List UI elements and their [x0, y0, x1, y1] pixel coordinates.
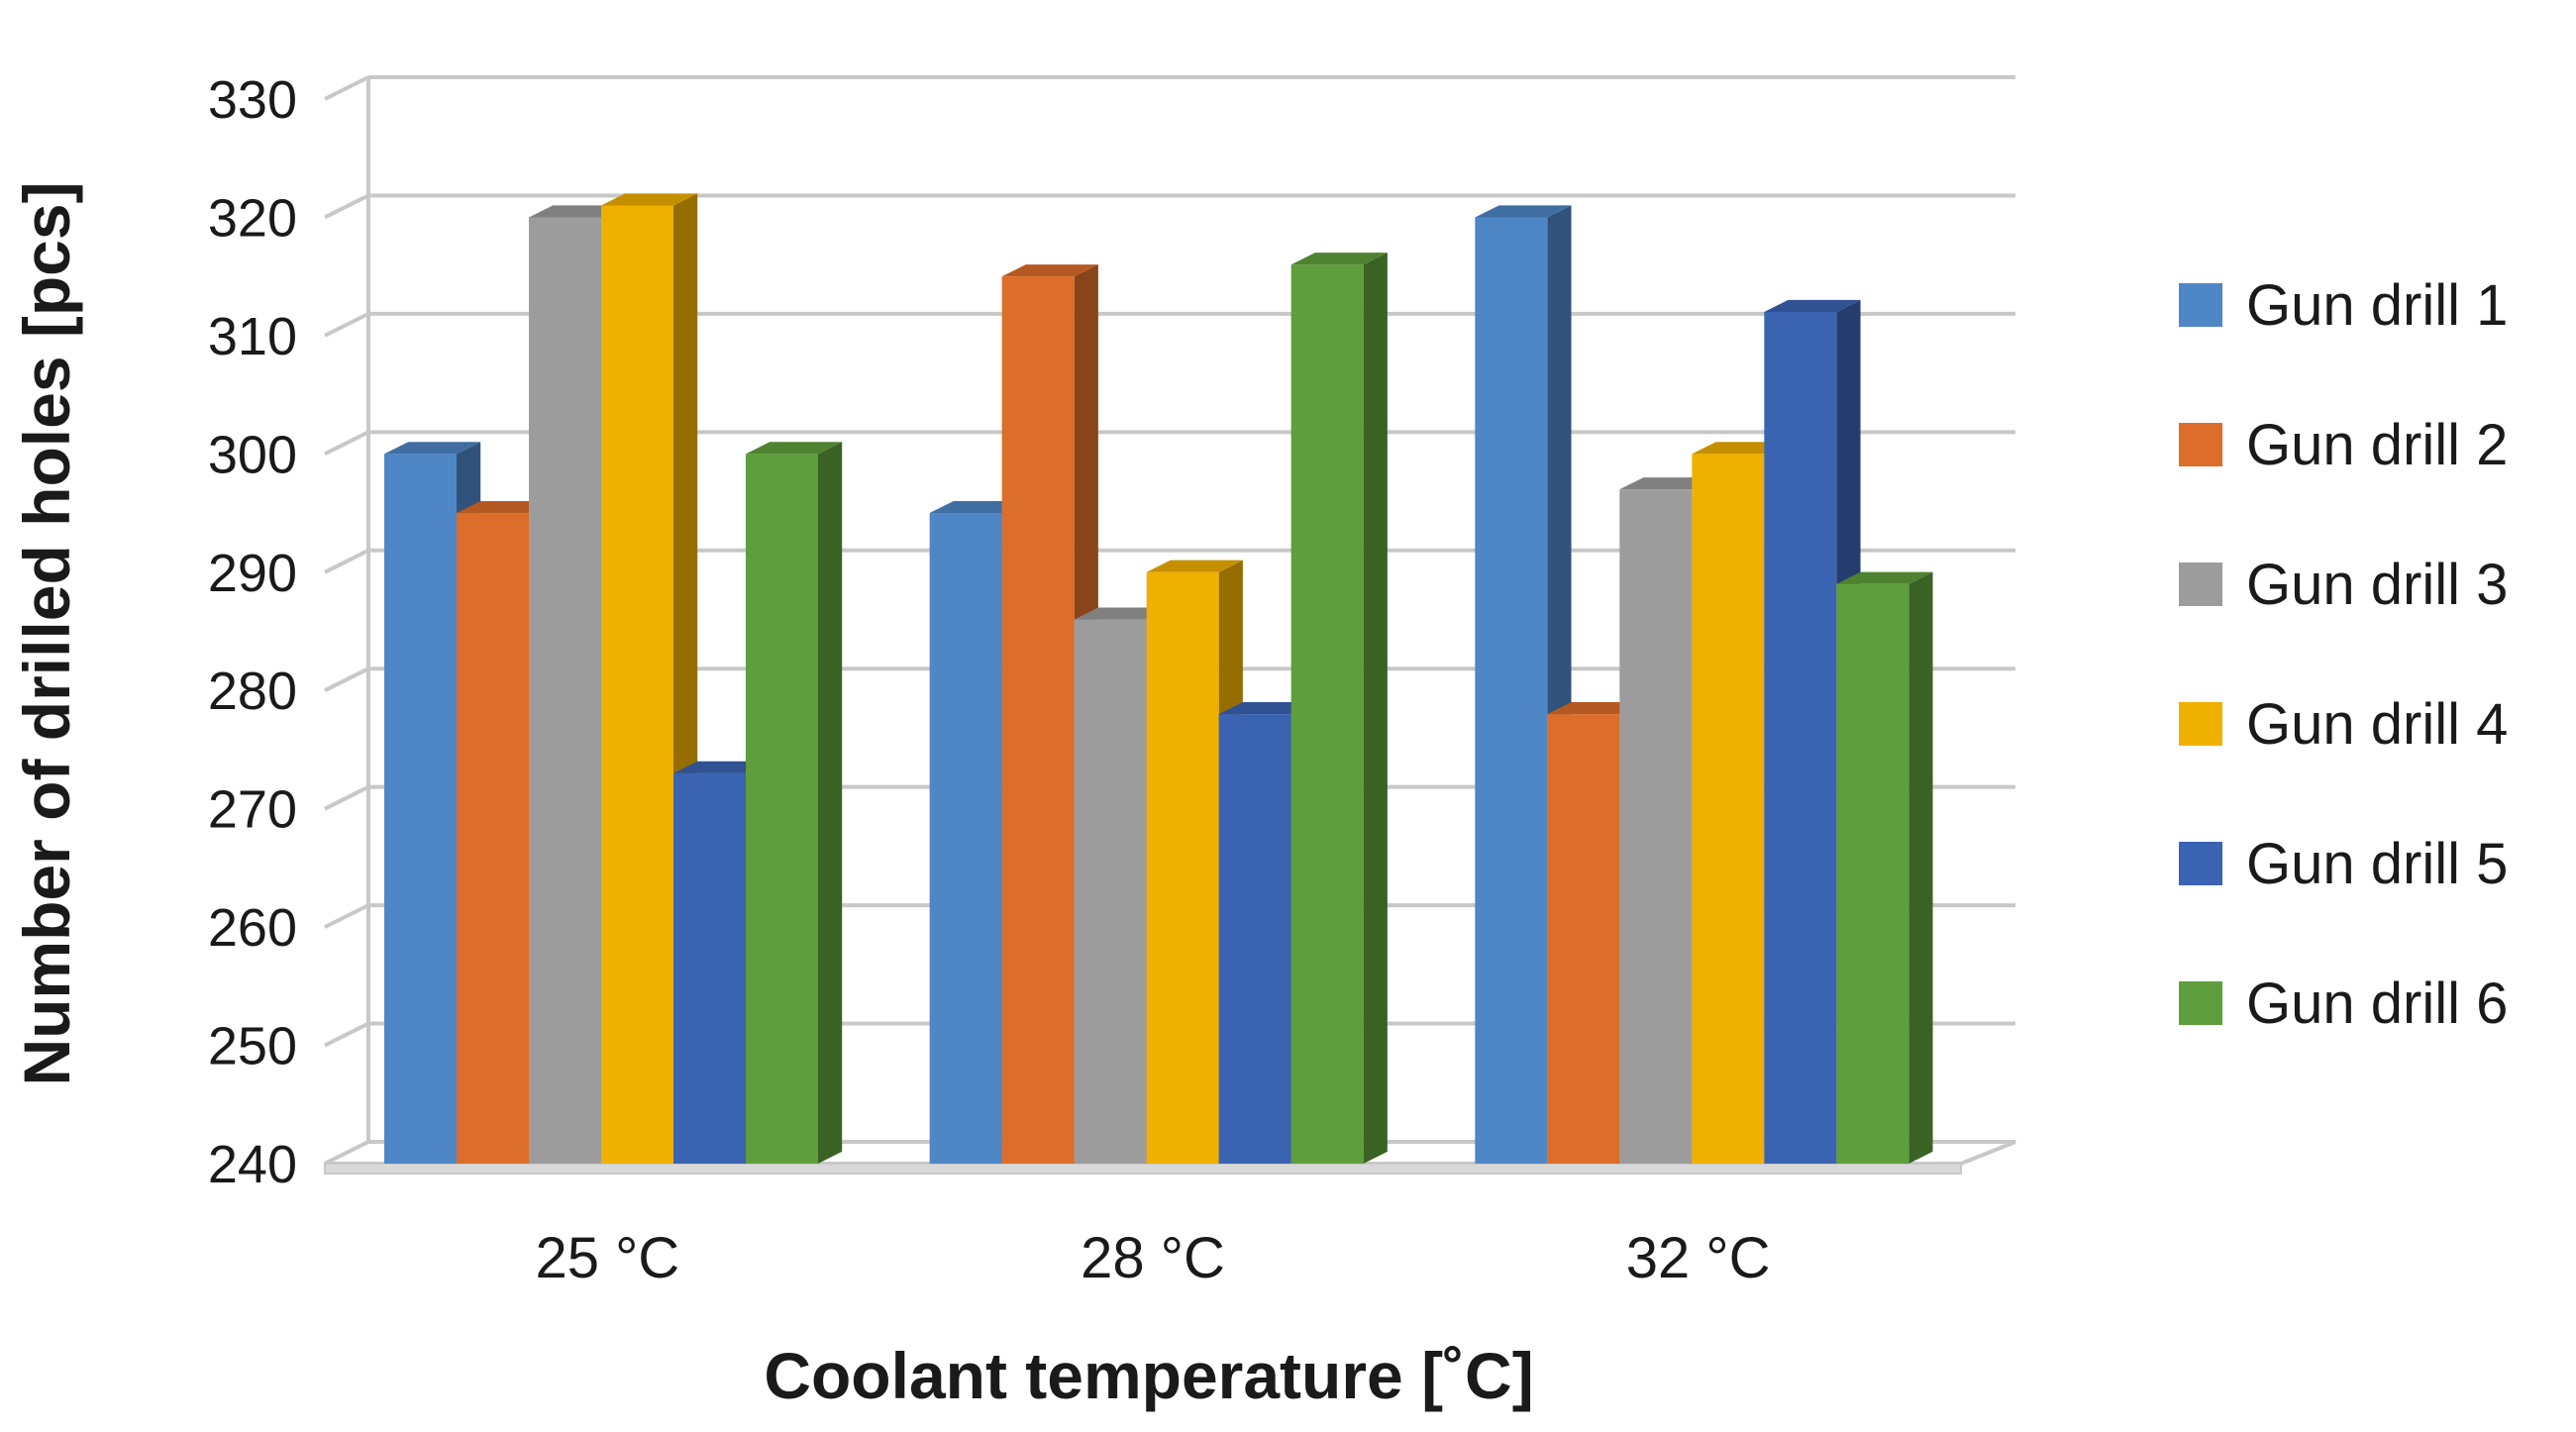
bar-top	[929, 500, 1026, 514]
bar-top	[1001, 264, 1098, 277]
legend-label: Gun drill 3	[2246, 553, 2508, 617]
legend-label: Gun drill 4	[2246, 692, 2508, 757]
bar-top	[1547, 702, 1644, 715]
legend-swatch	[2179, 981, 2222, 1025]
bar-front	[601, 205, 673, 1164]
legend-item: Gun drill 1	[2179, 273, 2508, 338]
bar-top	[1692, 442, 1789, 455]
bar-gun-drill-6-2	[1290, 253, 1388, 1165]
gridline-skew	[324, 75, 369, 101]
bar-front	[1074, 619, 1147, 1164]
x-category-labels: 25 °C 28 °C 32 °C	[535, 1226, 1770, 1290]
bar-top	[384, 442, 481, 455]
bar-front	[1001, 276, 1075, 1165]
legend-swatch	[2179, 702, 2222, 746]
bar-side	[1363, 253, 1388, 1165]
bar-top	[601, 193, 698, 206]
bar-front	[673, 772, 746, 1164]
legend-item: Gun drill 4	[2179, 692, 2508, 757]
gridline-skew	[324, 548, 369, 574]
y-tick-label: 250	[208, 1017, 297, 1076]
bar-side	[818, 442, 843, 1164]
y-tick-label: 280	[208, 662, 297, 721]
gridline-skew	[324, 193, 369, 220]
bar-front	[1547, 714, 1620, 1164]
bar-top	[457, 500, 554, 514]
bars	[384, 193, 1933, 1165]
gridline-skew	[324, 312, 369, 338]
gridline-skew	[324, 1021, 369, 1048]
bar-top	[1475, 205, 1572, 218]
bar-top	[1836, 571, 1933, 584]
y-tick-label: 290	[208, 544, 297, 603]
bar-gun-drill-6-1	[746, 442, 843, 1164]
legend-item: Gun drill 3	[2179, 553, 2508, 617]
y-axis-title: Number of drilled holes [pcs]	[10, 181, 83, 1085]
bar-gun-drill-6-3	[1836, 571, 1933, 1164]
y-tick-label: 320	[208, 188, 297, 248]
bar-top	[529, 205, 626, 218]
legend-label: Gun drill 1	[2246, 273, 2508, 338]
bar-front	[1619, 489, 1693, 1165]
y-tick-label: 260	[208, 898, 297, 958]
bar-top	[673, 761, 771, 773]
bar-front	[457, 513, 529, 1164]
legend-item: Gun drill 5	[2179, 832, 2508, 896]
bar-gun-drill-4-2	[1146, 560, 1243, 1164]
bar-front	[1764, 312, 1837, 1164]
bar-top	[1619, 477, 1716, 490]
legend-label: Gun drill 5	[2246, 832, 2508, 896]
legend-item: Gun drill 6	[2179, 972, 2508, 1036]
y-tick-label: 310	[208, 307, 297, 366]
legend-label: Gun drill 6	[2246, 972, 2508, 1036]
y-tick-label: 270	[208, 780, 297, 840]
bar-front	[1475, 217, 1548, 1164]
legend-swatch	[2179, 842, 2222, 885]
gridline-skew	[324, 666, 369, 693]
bar-side	[1908, 571, 1933, 1164]
bar-front	[529, 217, 601, 1164]
x-axis-title: Coolant temperature [˚C]	[764, 1339, 1533, 1412]
bar-front	[929, 513, 1002, 1164]
bar-top	[1764, 299, 1861, 312]
gridline-skew	[324, 430, 369, 457]
x-category-label: 28 °C	[1081, 1226, 1225, 1290]
bar-front	[1692, 454, 1765, 1164]
x-category-label: 25 °C	[535, 1226, 679, 1290]
bar-front	[746, 454, 818, 1164]
bar-top	[1290, 253, 1388, 265]
bar-top	[1218, 702, 1315, 715]
legend: Gun drill 1 Gun drill 2 Gun drill 3 Gun dri…	[2179, 273, 2508, 1036]
bar-front	[1290, 264, 1364, 1164]
bar-top	[746, 442, 843, 455]
bar-front	[384, 454, 457, 1164]
gridline-skew	[324, 903, 369, 929]
legend-label: Gun drill 2	[2246, 413, 2508, 477]
floor-front	[324, 1163, 1962, 1175]
y-tick-labels: 240 250 260 270 280 290 300 310 320 330	[208, 70, 297, 1194]
bar-front	[1218, 714, 1291, 1164]
bar-front	[1836, 583, 1909, 1164]
x-category-label: 32 °C	[1626, 1226, 1771, 1290]
bar-top	[1146, 560, 1243, 572]
legend-swatch	[2179, 283, 2222, 327]
y-tick-label: 300	[208, 425, 297, 484]
legend-item: Gun drill 2	[2179, 413, 2508, 477]
bar-top	[1074, 607, 1171, 620]
gridline-skew	[324, 784, 369, 811]
legend-swatch	[2179, 563, 2222, 606]
y-tick-label: 330	[208, 70, 297, 130]
bar-front	[1146, 571, 1219, 1164]
legend-swatch	[2179, 423, 2222, 466]
y-tick-label: 240	[208, 1135, 297, 1194]
